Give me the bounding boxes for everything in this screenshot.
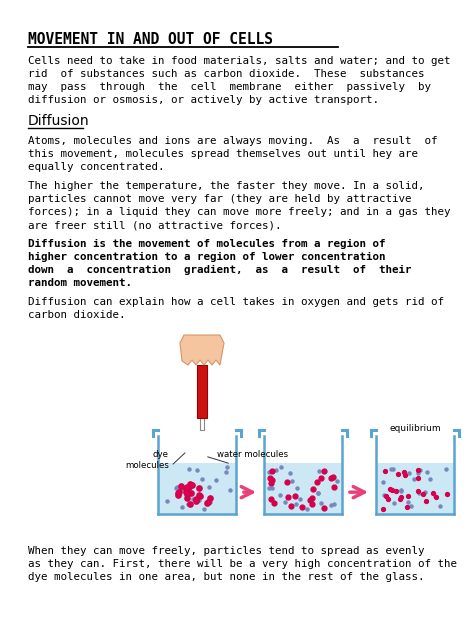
Text: When they can move freely, particles tend to spread as evenly: When they can move freely, particles ten… <box>28 546 425 556</box>
Text: down  a  concentration  gradient,  as  a  result  of  their: down a concentration gradient, as a resu… <box>28 265 411 275</box>
Text: equilibrium: equilibrium <box>389 424 441 433</box>
Text: Diffusion can explain how a cell takes in oxygen and gets rid of: Diffusion can explain how a cell takes i… <box>28 297 444 307</box>
Text: The higher the temperature, the faster they move. In a solid,: The higher the temperature, the faster t… <box>28 181 425 191</box>
Polygon shape <box>200 418 204 430</box>
Text: random movement.: random movement. <box>28 278 132 288</box>
Text: Atoms, molecules and ions are always moving.  As  a  result  of: Atoms, molecules and ions are always mov… <box>28 136 438 146</box>
Text: MOVEMENT IN AND OUT OF CELLS: MOVEMENT IN AND OUT OF CELLS <box>28 32 273 47</box>
Text: carbon dioxide.: carbon dioxide. <box>28 310 126 320</box>
Bar <box>158 463 236 514</box>
Polygon shape <box>197 365 207 418</box>
Polygon shape <box>180 335 224 365</box>
Text: Diffusion: Diffusion <box>28 114 90 128</box>
Text: water molecules: water molecules <box>217 450 288 459</box>
Text: forces); in a liquid they can move more freely; and in a gas they: forces); in a liquid they can move more … <box>28 207 450 217</box>
Text: Diffusion is the movement of molecules from a region of: Diffusion is the movement of molecules f… <box>28 239 385 249</box>
Text: as they can. First, there will be a very high concentration of the: as they can. First, there will be a very… <box>28 559 457 569</box>
Text: may  pass  through  the  cell  membrane  either  passively  by: may pass through the cell membrane eithe… <box>28 82 431 92</box>
Text: dye molecules in one area, but none in the rest of the glass.: dye molecules in one area, but none in t… <box>28 572 425 582</box>
Text: equally concentrated.: equally concentrated. <box>28 162 164 172</box>
Text: diffusion or osmosis, or actively by active transport.: diffusion or osmosis, or actively by act… <box>28 95 379 105</box>
Text: higher concentration to a region of lower concentration: higher concentration to a region of lowe… <box>28 252 385 262</box>
Text: Cells need to take in food materials, salts and water; and to get: Cells need to take in food materials, sa… <box>28 56 450 66</box>
Text: particles cannot move very far (they are held by attractive: particles cannot move very far (they are… <box>28 194 411 204</box>
Text: are freer still (no attractive forces).: are freer still (no attractive forces). <box>28 220 282 230</box>
Bar <box>264 463 342 514</box>
Bar <box>376 463 454 514</box>
Text: this movement, molecules spread themselves out until hey are: this movement, molecules spread themselv… <box>28 149 418 159</box>
Text: rid  of substances such as carbon dioxide.  These  substances: rid of substances such as carbon dioxide… <box>28 69 425 79</box>
Text: dye
molecules: dye molecules <box>125 450 169 470</box>
